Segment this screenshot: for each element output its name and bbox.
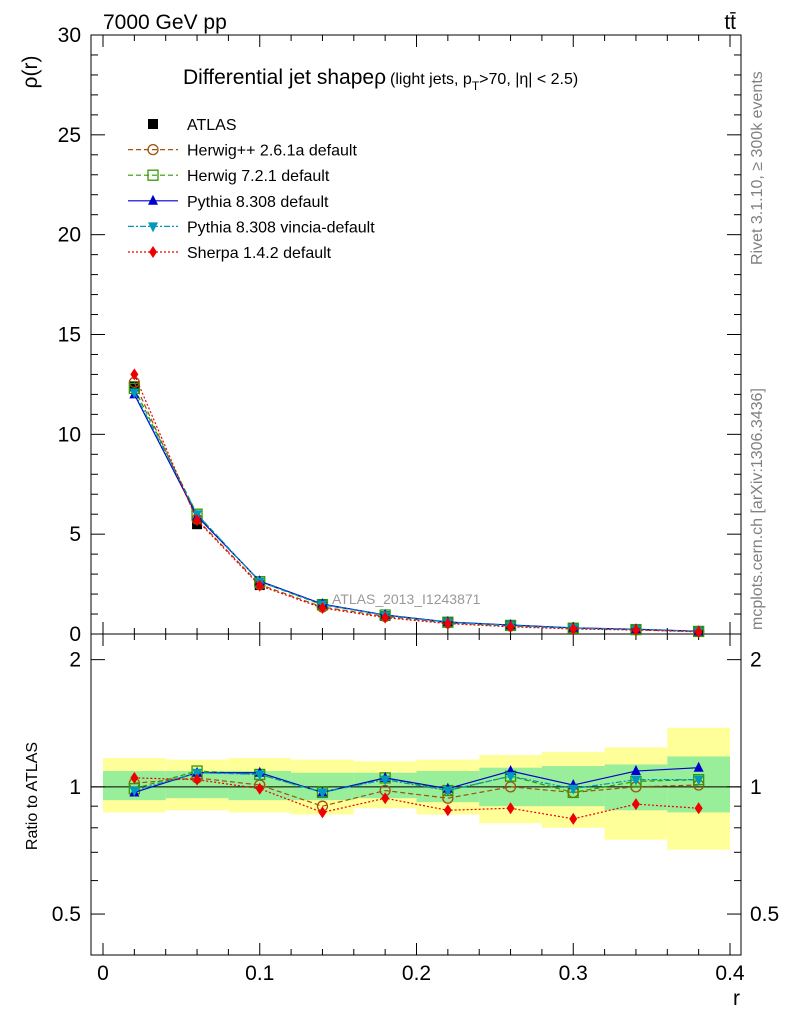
legend: ATLAS Herwig++ 2.6.1a default Herwig 7.2.1… bbox=[128, 117, 375, 262]
legend-marker-data bbox=[148, 119, 158, 129]
rivet-label: Rivet 3.1.10, ≥ 300k events bbox=[749, 71, 766, 265]
ratio-line-2 bbox=[134, 767, 699, 794]
series-point-4 bbox=[255, 579, 264, 592]
ratio-point-3 bbox=[317, 788, 328, 799]
series-point-4 bbox=[506, 620, 515, 633]
series-point-4 bbox=[381, 611, 390, 624]
watermark: ATLAS_2013_I1243871 bbox=[332, 591, 481, 607]
ratio-point-3 bbox=[129, 786, 140, 797]
ratio-tick-label-left: 0.5 bbox=[52, 903, 81, 926]
ratio-point-3 bbox=[380, 775, 391, 786]
y-tick-label: 5 bbox=[69, 523, 81, 546]
ratio-series bbox=[128, 761, 705, 825]
series-line-3 bbox=[133, 392, 699, 633]
legend-marker-2 bbox=[148, 194, 158, 205]
y-tick-label: 0 bbox=[69, 623, 81, 646]
y-tick-label: 25 bbox=[58, 124, 81, 147]
legend-label-0: Herwig++ 2.6.1a default bbox=[187, 143, 357, 160]
ratio-point-4 bbox=[694, 802, 703, 815]
ratio-point-3 bbox=[630, 775, 641, 786]
ratio-point-4 bbox=[443, 804, 452, 817]
series-line-0 bbox=[133, 382, 699, 633]
x-tick-label: 0 bbox=[97, 962, 109, 985]
series-point-4 bbox=[443, 617, 452, 630]
ratio-point-3 bbox=[254, 770, 265, 781]
ratio-tick-label-left: 2 bbox=[69, 649, 81, 672]
legend-label-data: ATLAS bbox=[187, 117, 237, 134]
legend-label-4: Sherpa 1.4.2 default bbox=[187, 245, 332, 262]
series-point-4 bbox=[569, 623, 578, 636]
ratio-tick-label-right: 1 bbox=[750, 776, 762, 799]
ratio-point-4 bbox=[193, 773, 202, 786]
ratio-point-3 bbox=[505, 772, 516, 783]
ratio-point-4 bbox=[381, 792, 390, 805]
ratio-point-4 bbox=[255, 782, 264, 795]
ratio-tick-label-left: 1 bbox=[69, 776, 81, 799]
axes: 0 0.1 0.2 0.3 0.4 0 5 10 15 20 25 30 0.5 0.5 1 1 2 2 bbox=[52, 24, 779, 985]
series-point-4 bbox=[318, 602, 327, 615]
title-detail: (light jets, p bbox=[390, 71, 472, 88]
header-energy: 7000 GeV pp bbox=[103, 11, 227, 34]
ratio-point-4 bbox=[569, 812, 578, 825]
series-point-4 bbox=[130, 368, 139, 381]
series-point-3 bbox=[129, 388, 140, 399]
legend-marker-4 bbox=[149, 246, 157, 258]
y-axis-label: ρ(r) bbox=[19, 56, 42, 89]
ratio-point-4 bbox=[506, 802, 515, 815]
y-tick-label: 15 bbox=[58, 324, 81, 347]
series-point-4 bbox=[694, 625, 703, 638]
ratio-tick-label-right: 2 bbox=[750, 649, 762, 672]
ratio-point-4 bbox=[130, 771, 139, 784]
main-series bbox=[128, 368, 705, 638]
x-tick-label: 0.3 bbox=[559, 962, 588, 985]
legend-marker-1 bbox=[147, 169, 159, 181]
chart-title: Differential jet shapeρ (light jets, pT>7… bbox=[183, 66, 578, 93]
x-tick-label: 0.2 bbox=[402, 962, 431, 985]
data-point bbox=[129, 381, 140, 392]
title-rest: >70, |η| < 2.5) bbox=[479, 71, 578, 88]
legend-label-1: Herwig 7.2.1 default bbox=[187, 168, 330, 185]
legend-label-2: Pythia 8.308 default bbox=[187, 194, 329, 211]
title-sub: T bbox=[472, 79, 480, 93]
y-tick-label: 10 bbox=[58, 423, 81, 446]
ratio-uncertainty-bands bbox=[103, 727, 730, 850]
mcplots-label: mcplots.cern.ch [arXiv:1306.3436] bbox=[749, 388, 766, 630]
ratio-point-4 bbox=[318, 806, 327, 819]
ratio-point-3 bbox=[442, 786, 453, 797]
ratio-line-0 bbox=[134, 777, 699, 807]
ratio-point-3 bbox=[568, 784, 579, 795]
ratio-line-4 bbox=[134, 777, 699, 820]
series-point-4 bbox=[193, 514, 202, 527]
title-symbol: ρ bbox=[374, 66, 386, 89]
series-line-4 bbox=[133, 374, 699, 633]
ratio-point-3 bbox=[693, 775, 704, 786]
ratio-axis-label: Ratio to ATLAS bbox=[24, 742, 41, 850]
ratio-line-3 bbox=[134, 772, 699, 794]
x-tick-label: 0.1 bbox=[245, 962, 274, 985]
series-point-4 bbox=[631, 624, 640, 637]
ratio-point-2 bbox=[630, 765, 641, 776]
x-axis-label: r bbox=[733, 987, 740, 1010]
ratio-point-4 bbox=[631, 798, 640, 811]
y-tick-label: 30 bbox=[58, 24, 81, 47]
legend-label-3: Pythia 8.308 vincia-default bbox=[187, 219, 375, 236]
x-tick-label: 0.4 bbox=[715, 962, 745, 985]
legend-marker-3 bbox=[148, 222, 158, 233]
ratio-tick-label-right: 0.5 bbox=[750, 903, 779, 926]
title-main: Differential jet shape bbox=[183, 66, 374, 89]
legend-marker-0 bbox=[147, 143, 159, 156]
header-process: tt̄ bbox=[724, 11, 736, 34]
y-tick-label: 20 bbox=[58, 224, 81, 247]
ratio-point-2 bbox=[693, 761, 704, 772]
